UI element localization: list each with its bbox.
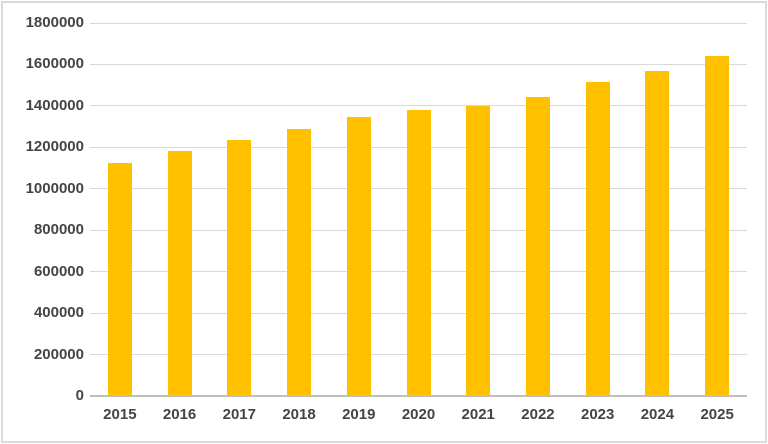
bar-2021 — [466, 105, 491, 396]
bar-2019 — [346, 117, 371, 396]
bar-2022 — [525, 96, 550, 396]
x-tick-label: 2018 — [282, 406, 316, 423]
x-tick-label: 2020 — [401, 406, 436, 423]
x-tick-label: 2021 — [461, 406, 495, 423]
y-tick-label: 1200000 — [25, 138, 84, 156]
y-tick-label: 200000 — [33, 345, 84, 363]
y-tick-label: 1400000 — [25, 96, 84, 114]
x-tick-label: 2025 — [700, 406, 734, 423]
bar-2024 — [645, 70, 670, 396]
bar-2025 — [705, 56, 730, 396]
bar-2017 — [227, 140, 252, 396]
y-tick-label: 400000 — [33, 304, 84, 322]
bar-2020 — [406, 110, 431, 396]
bar-2015 — [107, 162, 132, 396]
gridline — [90, 63, 747, 65]
x-tick-label: 2016 — [162, 406, 197, 423]
y-tick-label: 1600000 — [25, 55, 84, 73]
x-axis-line — [90, 395, 747, 397]
gridline — [90, 105, 747, 107]
x-tick-label: 2024 — [640, 406, 675, 423]
x-tick-label: 2022 — [521, 406, 555, 423]
bar-2018 — [287, 128, 312, 396]
y-tick-label: 600000 — [33, 262, 84, 280]
x-tick-label: 2023 — [580, 406, 615, 423]
x-tick-label: 2019 — [342, 406, 376, 423]
bar-2023 — [585, 82, 610, 396]
x-tick-label: 2017 — [222, 406, 256, 423]
bar-2016 — [167, 151, 192, 396]
y-tick-label: 0 — [75, 387, 84, 404]
y-tick-label: 1800000 — [25, 14, 84, 31]
y-tick-label: 1000000 — [25, 179, 84, 197]
y-tick-label: 800000 — [33, 221, 84, 239]
gridline — [90, 22, 747, 24]
x-tick-label: 2015 — [103, 406, 137, 423]
